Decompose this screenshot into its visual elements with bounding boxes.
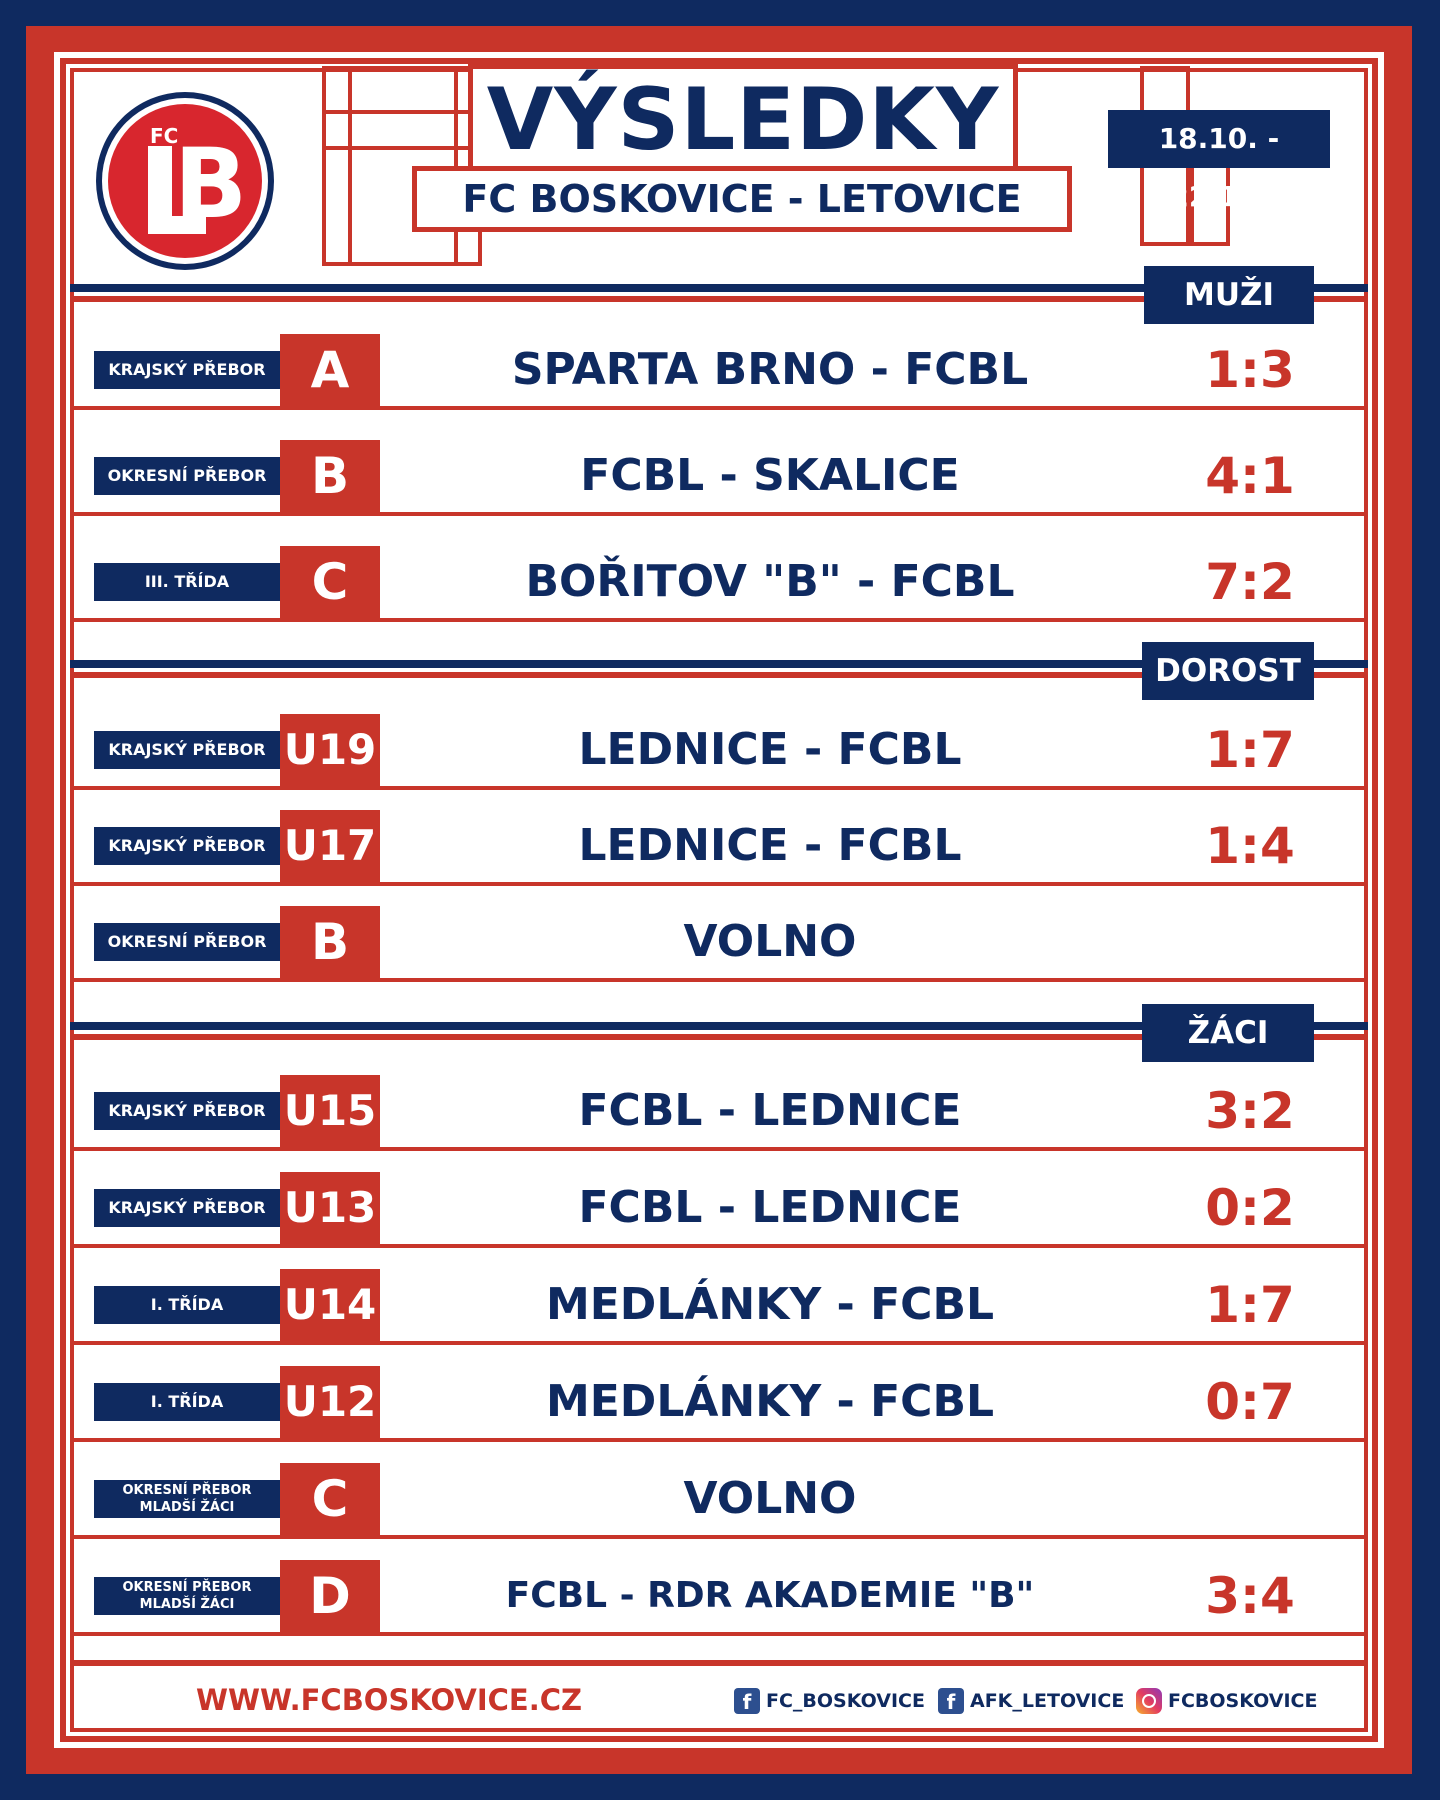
match-score: 1:4 — [1205, 817, 1295, 875]
social-handle: FC_BOSKOVICE — [766, 1690, 925, 1712]
website-link[interactable]: WWW.FCBOSKOVICE.CZ — [196, 1683, 583, 1717]
match-row: III. TŘÍDA C BOŘITOV "B" - FCBL 7:2 — [70, 546, 1368, 622]
match-teams: MEDLÁNKY - FCBL — [545, 1279, 995, 1330]
team-code: U15 — [280, 1075, 380, 1147]
match-teams: MEDLÁNKY - FCBL — [545, 1376, 995, 1427]
match-teams: BOŘITOV "B" - FCBL — [525, 556, 1015, 607]
match-row: I. TŘÍDA U14 MEDLÁNKY - FCBL 1:7 — [70, 1269, 1368, 1345]
match-row: OKRESNÍ PŘEBOR MLADŠÍ ŽÁCI C VOLNO — [70, 1463, 1368, 1539]
header-decoration — [322, 110, 482, 150]
match-row: I. TŘÍDA U12 MEDLÁNKY - FCBL 0:7 — [70, 1366, 1368, 1442]
section-label-muzi: MUŽI — [1144, 266, 1314, 324]
league-badge: OKRESNÍ PŘEBOR — [94, 923, 280, 961]
team-code: U17 — [280, 810, 380, 882]
facebook-icon: f — [734, 1688, 760, 1714]
match-teams: FCBL - LEDNICE — [578, 1085, 962, 1136]
match-teams: VOLNO — [683, 916, 857, 967]
logo-b-text: B — [174, 128, 248, 240]
match-teams: SPARTA BRNO - FCBL — [511, 344, 1029, 395]
match-teams: FCBL - RDR AKADEMIE "B" — [505, 1575, 1035, 1616]
match-score: 0:2 — [1205, 1179, 1295, 1237]
footer-divider — [70, 1660, 1368, 1666]
league-badge: KRAJSKÝ PŘEBOR — [94, 731, 280, 769]
league-line-2: MLADŠÍ ŽÁCI — [139, 1597, 235, 1612]
match-teams: FCBL - SKALICE — [580, 450, 960, 501]
match-score: 1:7 — [1205, 1276, 1295, 1334]
match-teams: FCBL - LEDNICE — [578, 1182, 962, 1233]
team-code: B — [280, 906, 380, 978]
league-badge: KRAJSKÝ PŘEBOR — [94, 827, 280, 865]
date-range-badge: 18.10. - 22.10. — [1108, 110, 1330, 213]
instagram-icon — [1136, 1688, 1162, 1714]
logo-fc-text: FC — [150, 124, 179, 148]
match-score — [1160, 906, 1340, 978]
match-row: KRAJSKÝ PŘEBOR U17 LEDNICE - FCBL 1:4 — [70, 810, 1368, 886]
match-score: 1:3 — [1205, 341, 1295, 399]
match-score — [1160, 1463, 1340, 1535]
match-score: 7:2 — [1205, 553, 1295, 611]
league-badge: OKRESNÍ PŘEBOR MLADŠÍ ŽÁCI — [94, 1577, 280, 1615]
league-badge: I. TŘÍDA — [94, 1286, 280, 1324]
team-code: A — [280, 334, 380, 406]
section-divider — [70, 284, 1368, 304]
social-instagram[interactable]: FCBOSKOVICE — [1136, 1688, 1317, 1714]
team-code: D — [280, 1560, 380, 1632]
match-score: 0:7 — [1205, 1373, 1295, 1431]
match-score: 3:4 — [1205, 1567, 1295, 1625]
match-score: 1:7 — [1205, 721, 1295, 779]
page-subtitle: FC BOSKOVICE - LETOVICE — [462, 177, 1022, 221]
league-badge: OKRESNÍ PŘEBOR — [94, 457, 280, 495]
league-badge: I. TŘÍDA — [94, 1383, 280, 1421]
match-row: OKRESNÍ PŘEBOR MLADŠÍ ŽÁCI D FCBL - RDR … — [70, 1560, 1368, 1636]
section-label-dorost: DOROST — [1142, 642, 1314, 700]
team-code: U19 — [280, 714, 380, 786]
page-title: VÝSLEDKY — [486, 70, 1000, 170]
league-line-1: OKRESNÍ PŘEBOR — [122, 1483, 252, 1498]
social-handle: FCBOSKOVICE — [1168, 1690, 1318, 1712]
team-code: U13 — [280, 1172, 380, 1244]
match-teams: VOLNO — [683, 1473, 857, 1524]
inner-border — [54, 52, 1384, 1748]
social-facebook-fc[interactable]: f FC_BOSKOVICE — [734, 1688, 925, 1714]
section-label-zaci: ŽÁCI — [1142, 1004, 1314, 1062]
match-row: OKRESNÍ PŘEBOR B FCBL - SKALICE 4:1 — [70, 440, 1368, 516]
league-badge: KRAJSKÝ PŘEBOR — [94, 1189, 280, 1227]
subtitle-box — [412, 166, 1072, 232]
match-row: OKRESNÍ PŘEBOR B VOLNO — [70, 906, 1368, 982]
league-badge: OKRESNÍ PŘEBOR MLADŠÍ ŽÁCI — [94, 1480, 280, 1518]
match-row: KRAJSKÝ PŘEBOR U13 FCBL - LEDNICE 0:2 — [70, 1172, 1368, 1248]
title-box — [468, 64, 1018, 176]
team-code: B — [280, 440, 380, 512]
match-row: KRAJSKÝ PŘEBOR U15 FCBL - LEDNICE 3:2 — [70, 1075, 1368, 1151]
team-code: C — [280, 1463, 380, 1535]
match-score: 3:2 — [1205, 1082, 1295, 1140]
match-teams: LEDNICE - FCBL — [578, 724, 962, 775]
league-badge: KRAJSKÝ PŘEBOR — [94, 1092, 280, 1130]
social-handle: AFK_LETOVICE — [970, 1690, 1125, 1712]
match-teams: LEDNICE - FCBL — [578, 820, 962, 871]
league-badge: KRAJSKÝ PŘEBOR — [94, 351, 280, 389]
league-line-1: OKRESNÍ PŘEBOR — [122, 1580, 252, 1595]
section-divider — [70, 660, 1368, 680]
match-score: 4:1 — [1205, 447, 1295, 505]
section-divider — [70, 1022, 1368, 1042]
club-logo: FC B — [96, 92, 274, 270]
match-row: KRAJSKÝ PŘEBOR A SPARTA BRNO - FCBL 1:3 — [70, 334, 1368, 410]
league-line-2: MLADŠÍ ŽÁCI — [139, 1500, 235, 1515]
team-code: U12 — [280, 1366, 380, 1438]
facebook-icon: f — [938, 1688, 964, 1714]
league-badge: III. TŘÍDA — [94, 563, 280, 601]
team-code: C — [280, 546, 380, 618]
team-code: U14 — [280, 1269, 380, 1341]
match-row: KRAJSKÝ PŘEBOR U19 LEDNICE - FCBL 1:7 — [70, 714, 1368, 790]
social-facebook-afk[interactable]: f AFK_LETOVICE — [938, 1688, 1124, 1714]
